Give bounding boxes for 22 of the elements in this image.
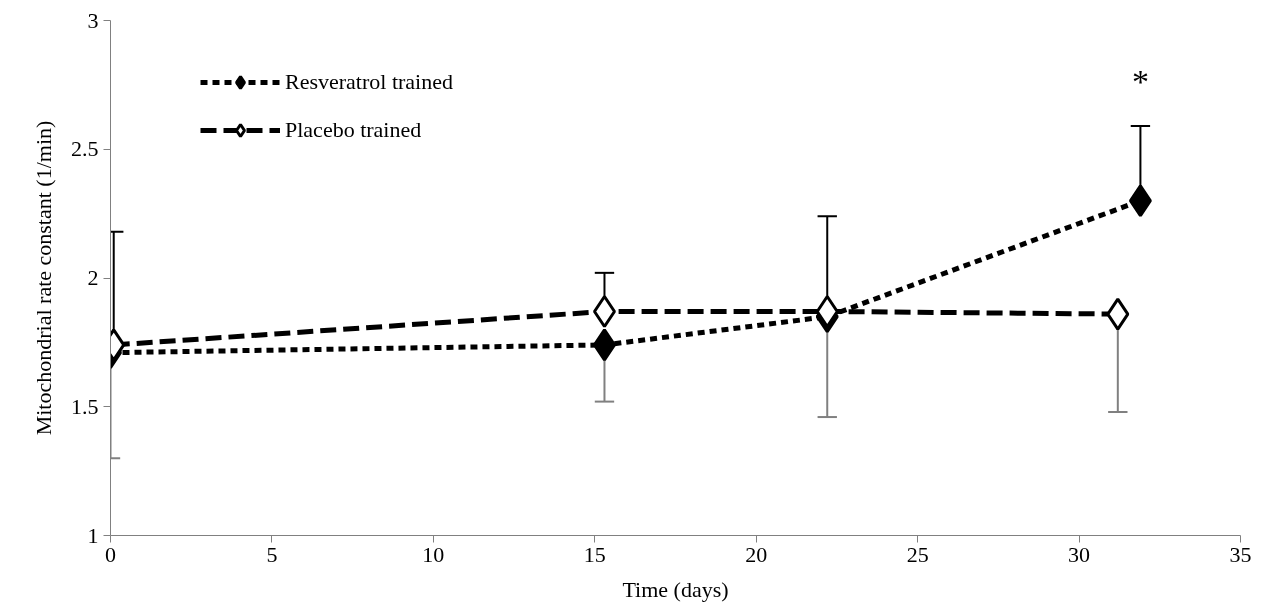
y-tick-label: 3 <box>87 7 99 33</box>
x-tick-label: 25 <box>906 541 929 567</box>
x-axis-title: Time (days) <box>622 576 729 602</box>
y-tick-label: 2.5 <box>71 136 99 162</box>
x-tick-label: 15 <box>583 541 606 567</box>
y-axis-title: Mitochondrial rate constant (1/min) <box>31 120 56 436</box>
point <box>1106 297 1130 331</box>
x-tick-label: 10 <box>422 541 445 567</box>
x-tick-label: 20 <box>745 541 768 567</box>
legend-label: Resveratrol trained <box>285 69 453 95</box>
point <box>592 294 616 328</box>
x-tick-label: 35 <box>1229 541 1252 567</box>
x-tick-label: 0 <box>105 541 116 567</box>
x-tick-label: 5 <box>266 541 278 567</box>
y-tick-label: 1.5 <box>71 393 99 419</box>
y-tick-label: 1 <box>87 522 99 548</box>
x-tick-label: 30 <box>1068 541 1091 567</box>
point <box>1128 184 1152 218</box>
point <box>592 328 616 362</box>
legend-label: Placebo trained <box>285 117 422 143</box>
y-tick-label: 2 <box>87 265 99 290</box>
annotation: * <box>1131 62 1149 100</box>
